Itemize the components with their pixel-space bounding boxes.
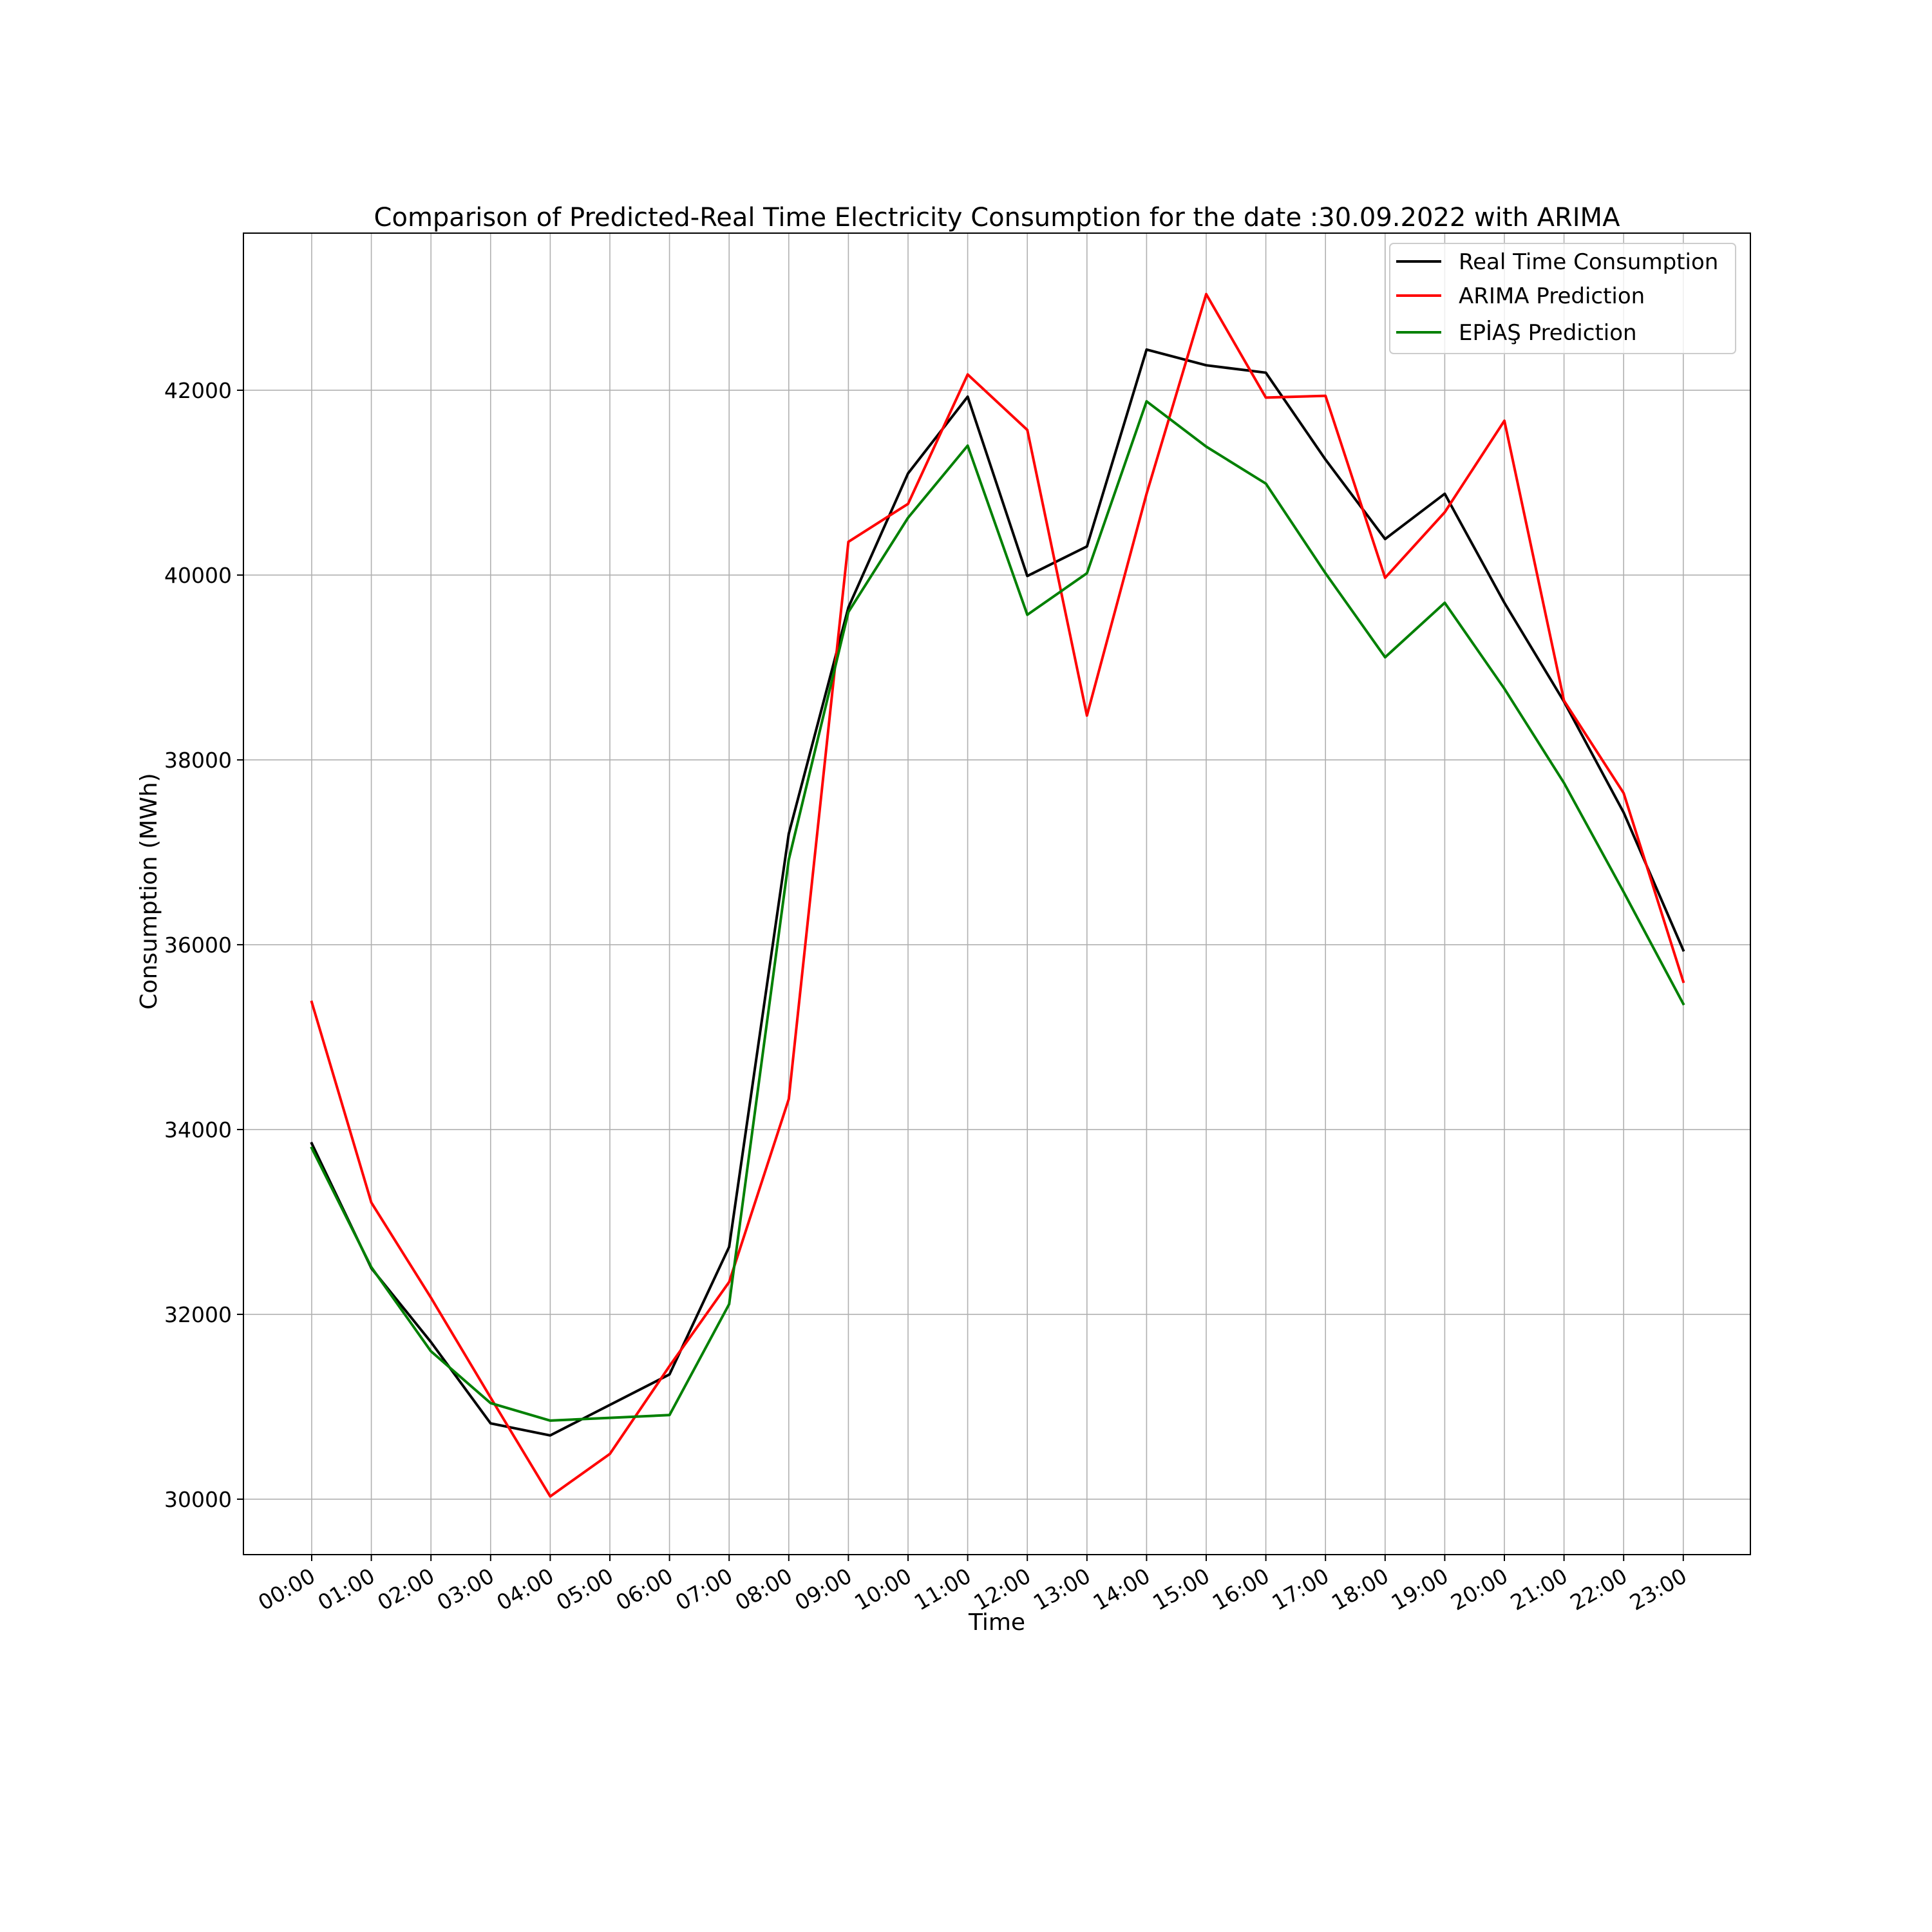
y-tick-label: 40000 [164,563,232,588]
y-axis-label: Consumption (MWh) [136,773,162,1009]
series-line-epias [310,400,1685,1422]
series-line-arima [310,292,1685,1498]
y-tick-label: 32000 [164,1302,232,1327]
x-axis-label: Time [968,1609,1025,1636]
y-tick-label: 36000 [164,933,232,958]
chart-title: Comparison of Predicted-Real Time Electr… [374,203,1621,232]
grid [243,233,1750,1555]
legend-label-real: Real Time Consumption [1459,249,1718,275]
legend: Real Time Consumption ARIMA Prediction E… [1389,243,1736,354]
series-lines [310,292,1685,1498]
y-tick-label: 30000 [164,1487,232,1512]
legend-label-epias: EPİAŞ Prediction [1459,320,1637,346]
series-line-real [310,348,1685,1437]
plot-frame [243,232,1751,1555]
legend-label-arima: ARIMA Prediction [1459,283,1645,309]
y-tick-label: 38000 [164,748,232,773]
legend-box [1389,243,1736,354]
y-tick-label: 42000 [164,378,232,403]
y-tick-label: 34000 [164,1117,232,1142]
